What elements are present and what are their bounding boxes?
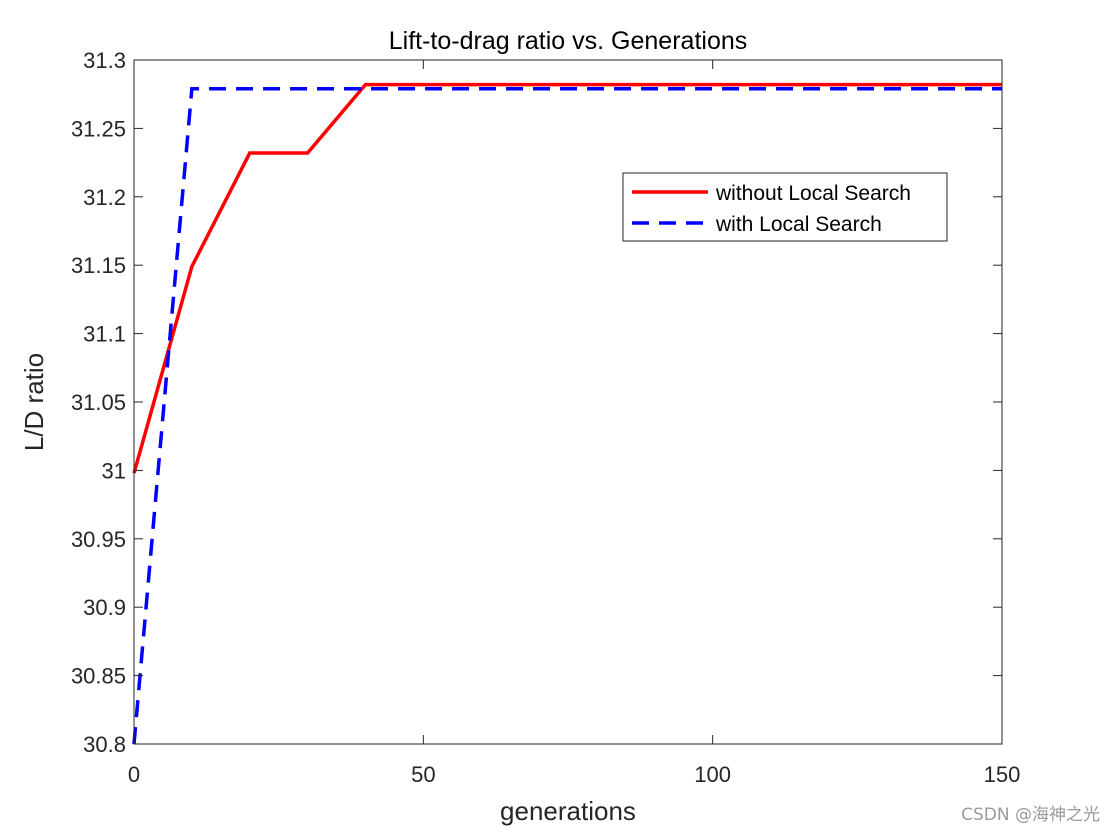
legend-label-without-local-search: without Local Search	[715, 182, 911, 205]
tick-layer: 0 50 100 150 30.8 30.85 30.9 30.95 31 31.05 31.1 31…	[71, 48, 1020, 787]
plot-area-background	[134, 60, 1002, 744]
watermark: CSDN @海神之光	[961, 805, 1100, 825]
y-tick-label: 31.1	[83, 322, 126, 347]
legend: without Local Search with Local Search	[622, 172, 948, 242]
x-tick-label: 150	[984, 762, 1021, 787]
y-axis-title: L/D ratio	[19, 353, 49, 451]
x-tick-label: 0	[128, 762, 140, 787]
x-tick-label: 100	[694, 762, 731, 787]
x-axis-title: generations	[500, 796, 636, 826]
y-tick-label: 30.95	[71, 527, 126, 552]
series-line-without-local-search	[132, 82, 1002, 474]
series-line-with-local-search	[132, 86, 1002, 745]
y-tick-label: 31.05	[71, 390, 126, 415]
y-tick-label: 30.85	[71, 664, 126, 689]
y-tick-label: 31	[102, 458, 126, 483]
y-tick-label: 31.3	[83, 48, 126, 73]
x-tick-label: 50	[411, 762, 435, 787]
y-tick-label: 30.8	[83, 732, 126, 757]
series-layer	[132, 82, 1002, 745]
y-tick-label: 30.9	[83, 595, 126, 620]
y-tick-label: 31.15	[71, 253, 126, 278]
legend-box	[622, 172, 948, 242]
legend-label-with-local-search: with Local Search	[715, 213, 882, 236]
chart-title: Lift-to-drag ratio vs. Generations	[389, 27, 748, 55]
y-tick-label: 31.2	[83, 185, 126, 210]
y-tick-label: 31.25	[71, 116, 126, 141]
